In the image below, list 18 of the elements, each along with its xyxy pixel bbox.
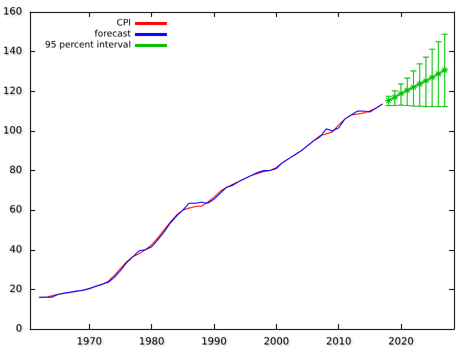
x-tick-label: 2020	[388, 336, 414, 348]
x-tick-label: 2010	[326, 336, 352, 348]
y-tick-label: 160	[2, 6, 22, 18]
legend-label: CPI	[116, 18, 131, 28]
y-tick-label: 140	[2, 46, 22, 58]
x-tick-label: 1990	[201, 336, 227, 348]
legend-label: forecast	[94, 30, 132, 40]
legend-label: 95 percent interval	[44, 40, 131, 50]
y-tick-label: 120	[2, 86, 22, 97]
y-tick-label: 40	[9, 244, 22, 256]
x-tick-label: 1980	[138, 336, 164, 348]
y-tick-label: 80	[9, 165, 22, 176]
y-tick-label: 100	[2, 125, 22, 136]
y-tick-label: 20	[9, 284, 22, 295]
y-tick-label: 0	[16, 324, 22, 334]
y-tick-label: 60	[9, 204, 22, 216]
x-tick-label: 1970	[76, 336, 102, 348]
x-tick-label: 2000	[264, 336, 290, 348]
